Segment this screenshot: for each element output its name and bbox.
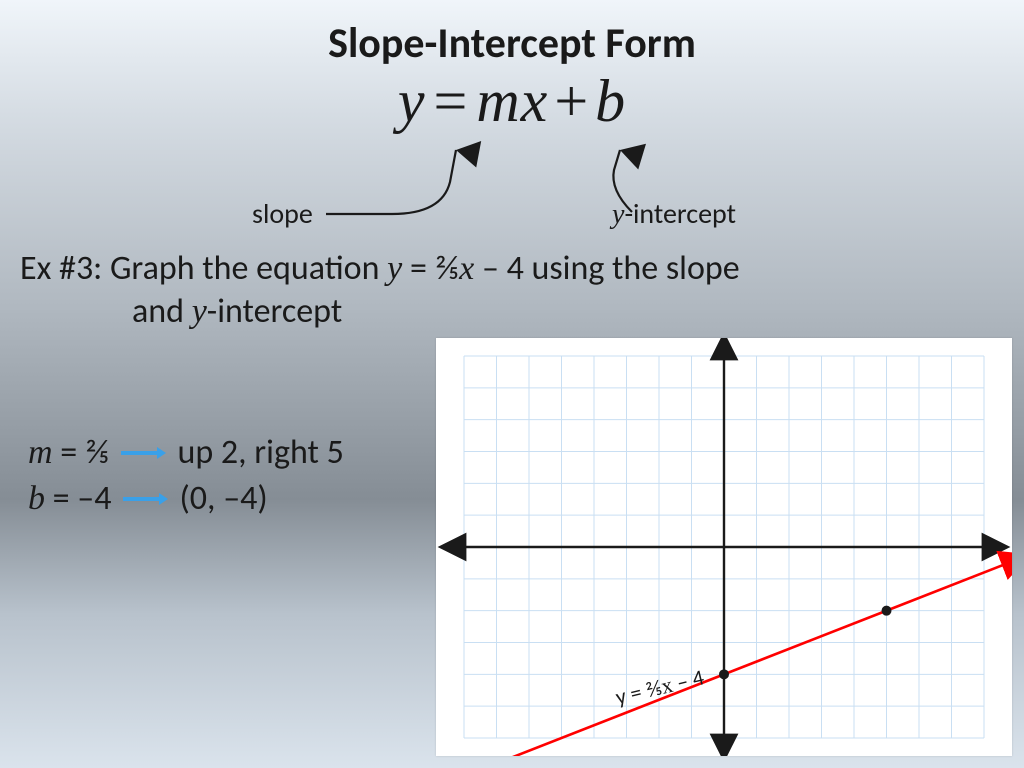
- problem-line2-post: -intercept: [207, 291, 342, 332]
- arrow-right-icon: [119, 446, 167, 460]
- eq-x: x: [521, 68, 549, 134]
- eq-plus: +: [548, 68, 595, 134]
- problem-eq-mid: = ⅖: [402, 248, 459, 289]
- work-area: m = ⅖ up 2, right 5 b = –4 (0, –4): [28, 430, 344, 522]
- work-m-value: = ⅖: [53, 432, 110, 473]
- arrow-right-icon: [121, 492, 169, 506]
- formula: y=mx+b: [0, 67, 1024, 136]
- page-title: Slope-Intercept Form: [0, 0, 1024, 69]
- graph-panel: y = ⅖x – 4: [436, 338, 1012, 756]
- problem-eq-y: y: [387, 250, 402, 287]
- label-slope: slope: [252, 196, 313, 231]
- problem-eq-tail: – 4 using the slope: [474, 248, 739, 289]
- label-y-intercept: y-intercept: [612, 196, 736, 231]
- work-m-row: m = ⅖ up 2, right 5: [28, 430, 344, 476]
- eq-equals: =: [425, 68, 476, 134]
- work-m-explain: up 2, right 5: [177, 430, 343, 476]
- coordinate-graph: [436, 338, 1012, 756]
- label-yint-text: -intercept: [624, 196, 736, 231]
- problem-line2-y: y: [192, 293, 207, 330]
- work-b-value: = –4: [45, 478, 111, 519]
- work-b-row: b = –4 (0, –4): [28, 476, 344, 522]
- eq-b: b: [595, 68, 626, 134]
- eq-lhs: y: [398, 68, 426, 134]
- problem-prefix: Ex #3: Graph the equation: [20, 248, 387, 289]
- annotation-row: slope y-intercept: [0, 136, 1024, 246]
- problem-statement: Ex #3: Graph the equation y = ⅖x – 4 usi…: [0, 246, 1024, 333]
- work-m-label: m: [28, 434, 53, 471]
- label-yint-y: y: [612, 199, 624, 230]
- eq-m: m: [476, 68, 520, 134]
- problem-eq-x: x: [459, 250, 474, 287]
- work-b-label: b: [28, 480, 45, 517]
- work-b-explain: (0, –4): [179, 476, 267, 522]
- problem-line2-pre: and: [132, 291, 192, 332]
